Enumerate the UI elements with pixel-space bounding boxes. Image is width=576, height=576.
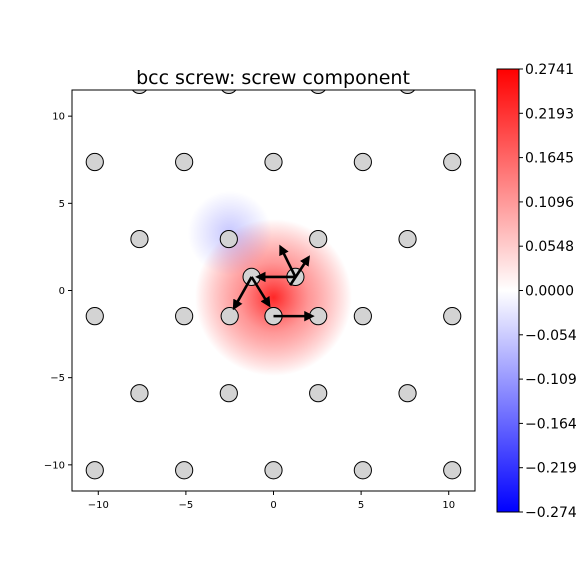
- atom-marker: [85, 461, 104, 480]
- colorbar-tick-label: 0.2741: [525, 62, 574, 78]
- core-atom-marker: [309, 307, 328, 326]
- atom-marker: [221, 90, 237, 95]
- colorbar-ticks: 0.2741 0.2193 0.1645 0.1096 0.0548 0.0000 −0.0…: [519, 62, 576, 521]
- x-tick-label: −10: [88, 500, 109, 511]
- colorbar-tick-label: 0.2193: [525, 106, 574, 122]
- atom-marker: [399, 90, 416, 95]
- atom-marker: [175, 461, 194, 480]
- field-overlay: [187, 190, 352, 376]
- atom-marker: [353, 307, 372, 326]
- atom-marker: [310, 90, 326, 95]
- displacement-arrow: [250, 276, 271, 308]
- colorbar-tick-label: −0.1096: [525, 372, 576, 388]
- x-tick-label: −5: [179, 500, 194, 511]
- atom-marker: [130, 384, 149, 403]
- displacement-arrow: [232, 276, 253, 311]
- atom-marker: [219, 384, 238, 403]
- atom-marker: [264, 461, 283, 480]
- atom-marker: [85, 307, 104, 326]
- colorbar-tick-label: −0.0548: [525, 328, 576, 344]
- y-axis: 10 5 0 −5 −10: [44, 112, 72, 471]
- x-tick-label: 10: [442, 500, 455, 511]
- atom-marker: [443, 461, 462, 480]
- colorbar-tick-label: 0.1645: [525, 151, 574, 167]
- atom-marker: [41, 76, 58, 93]
- x-tick-label: 0: [270, 500, 276, 511]
- atom-marker: [175, 152, 194, 172]
- x-tick-label: 5: [358, 500, 364, 511]
- atom-marker: [398, 229, 417, 249]
- arrow-layer: [232, 244, 315, 322]
- y-tick-label: 0: [59, 286, 65, 297]
- y-tick-label: 10: [52, 112, 65, 123]
- colorbar-gradient: [496, 68, 520, 513]
- atom-marker: [309, 229, 328, 249]
- colorbar-tick-label: 0.0548: [525, 239, 574, 255]
- displacement-arrow: [279, 244, 297, 278]
- colorbar: 0.2741 0.2193 0.1645 0.1096 0.0548 0.0000 −0.0…: [496, 62, 576, 521]
- atom-marker: [264, 152, 283, 172]
- x-axis: −10 −5 0 5 10: [88, 491, 455, 511]
- atom-marker: [443, 307, 462, 326]
- atom-marker: [131, 90, 148, 95]
- plot-area: [41, 76, 475, 491]
- y-tick-label: −10: [44, 460, 65, 471]
- atom-marker: [309, 384, 328, 403]
- atom-marker: [85, 152, 104, 172]
- colorbar-tick-label: 0.0000: [525, 284, 574, 300]
- core-atom-marker: [220, 307, 239, 326]
- colorbar-tick-label: −0.1645: [525, 416, 576, 432]
- atom-marker: [353, 461, 372, 480]
- atom-marker: [41, 230, 58, 247]
- atom-marker: [443, 152, 462, 172]
- colorbar-tick-label: −0.2193: [525, 461, 576, 477]
- atom-marker: [398, 384, 417, 403]
- chart-title: bcc screw: screw component: [136, 67, 410, 89]
- displacement-arrow: [289, 255, 310, 286]
- y-tick-label: 5: [59, 199, 65, 210]
- atom-marker: [175, 307, 194, 326]
- atom-marker: [41, 385, 58, 402]
- colorbar-tick-label: 0.1096: [525, 195, 574, 211]
- colorbar-tick-label: −0.2741: [525, 505, 576, 521]
- atom-marker: [353, 152, 372, 172]
- atom-marker: [219, 229, 238, 249]
- atom-marker: [130, 229, 149, 249]
- y-tick-label: −5: [50, 373, 65, 384]
